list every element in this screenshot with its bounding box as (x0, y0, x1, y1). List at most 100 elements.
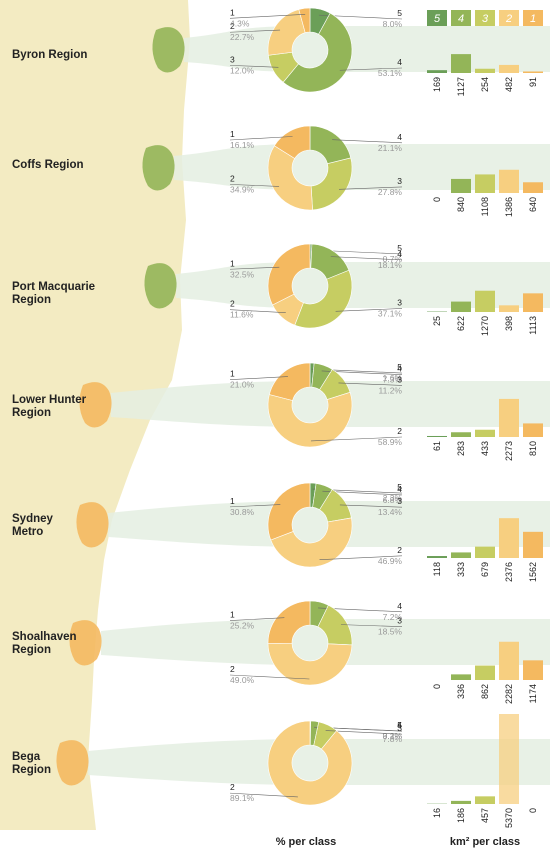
bar-class-4 (451, 800, 471, 804)
bar-value-label: 622 (456, 316, 466, 331)
slice-percent-label: 6.8% (383, 495, 403, 505)
bar-class-2 (499, 398, 519, 437)
slice-class-label: 4 (397, 57, 402, 67)
slice-percent-label: 4.3% (230, 18, 250, 28)
region-map-patch (144, 263, 177, 309)
bar-value-label: 0 (528, 808, 538, 813)
bar-value-label: 1127 (456, 77, 466, 96)
bar-value-label: 810 (528, 441, 538, 456)
leader-line (338, 382, 403, 386)
legend-swatch-class-2 (499, 10, 519, 26)
leader-line (229, 504, 281, 508)
slice-class-label: 1 (230, 258, 235, 268)
bar-value-label: 118 (432, 562, 442, 576)
donut-slice-class-1 (267, 482, 311, 541)
region-map-patch (152, 27, 185, 73)
bar-class-4 (451, 432, 471, 437)
bar-value-label: 186 (456, 808, 466, 823)
bar-value-label: 1108 (480, 197, 490, 216)
bar-class-3 (475, 796, 495, 804)
slice-percent-label: 49.0% (230, 675, 255, 685)
bar-value-label: 283 (456, 441, 466, 456)
slice-class-label: 5 (397, 362, 402, 372)
bar-class-4 (451, 54, 471, 73)
bar-class-4 (451, 552, 471, 558)
bar-class-1 (523, 531, 543, 558)
bar-value-label: 433 (480, 441, 490, 456)
bar-class-1 (523, 293, 543, 312)
donut-slice-class-1 (273, 125, 311, 159)
leader-line (229, 136, 293, 141)
bar-class-3 (475, 429, 495, 437)
region-name: Shoalhaven (12, 631, 77, 643)
bar-value-label: 336 (456, 684, 466, 699)
slice-class-label: 4 (397, 720, 402, 730)
slice-class-label: 5 (397, 482, 402, 492)
region-row: Byron Region58.0%453.1%312.0%222.7%14.3%… (12, 7, 543, 96)
slice-class-label: 4 (397, 132, 402, 142)
slice-percent-label: 16.1% (230, 140, 255, 150)
leader-line (319, 555, 403, 561)
leader-line (339, 504, 403, 508)
slice-percent-label: 0.7% (383, 254, 403, 264)
region-name: Bega (12, 751, 41, 763)
bar-value-label: 1386 (504, 197, 514, 217)
slice-class-label: 3 (397, 616, 402, 626)
slice-percent-label: 58.9% (378, 437, 403, 447)
slice-percent-label: 21.0% (230, 380, 255, 390)
donut-slice-class-1 (268, 362, 311, 401)
bar-value-label: 16 (432, 808, 442, 818)
slice-class-label: 3 (397, 723, 402, 733)
bar-value-label: 398 (504, 316, 514, 331)
bar-class-2 (499, 64, 519, 73)
slice-class-label: 4 (397, 484, 402, 494)
region-map-patch (69, 620, 102, 666)
bar-class-2 (499, 518, 519, 558)
region-rows: Byron Region58.0%453.1%312.0%222.7%14.3%… (12, 7, 543, 828)
connector-bands (88, 26, 550, 785)
leader-line (229, 65, 279, 68)
leader-line (332, 139, 403, 144)
slice-percent-label: 0.2% (383, 731, 403, 741)
region-name: Region (12, 764, 51, 776)
slice-class-label: 2 (230, 21, 235, 31)
bar-class-1 (523, 423, 543, 437)
slice-percent-label: 7.8% (383, 734, 403, 744)
leader-line (229, 266, 280, 270)
slice-percent-label: 8.0% (383, 19, 403, 29)
donut-slice-class-1 (267, 600, 311, 644)
bar-value-label: 640 (528, 197, 538, 212)
bar-value-label: 1113 (528, 316, 538, 335)
slice-percent-label: 18.1% (378, 260, 403, 270)
slice-percent-label: 2.3% (383, 493, 403, 503)
bar-value-label: 2273 (504, 441, 514, 461)
slice-class-label: 3 (397, 176, 402, 186)
slice-class-label: 2 (230, 782, 235, 792)
slice-class-label: 5 (397, 243, 402, 253)
slice-class-label: 2 (397, 545, 402, 555)
bar-axis-caption: km² per class (450, 836, 520, 848)
slice-class-label: 5 (397, 720, 402, 730)
donut-slice-class-3 (310, 157, 353, 211)
leader-line (229, 309, 286, 313)
region-name: Port Macquarie (12, 281, 95, 293)
region-name: Region (12, 407, 51, 419)
slice-percent-label: 12.0% (230, 65, 255, 75)
slice-percent-label: 21.1% (378, 143, 403, 153)
bar-class-3 (475, 290, 495, 312)
leader-line (229, 617, 285, 621)
region-name: Byron Region (12, 49, 87, 61)
slice-class-label: 1 (230, 369, 235, 379)
legend-label-class-5: 5 (434, 13, 441, 25)
bar-class-2 (499, 169, 519, 193)
slice-class-label: 2 (397, 426, 402, 436)
bar-class-4 (451, 301, 471, 312)
bar-value-label: 0 (432, 197, 442, 202)
region-name: Lower Hunter (12, 394, 87, 406)
connector-band (174, 144, 550, 190)
leader-line (330, 256, 403, 261)
slice-class-label: 4 (397, 601, 402, 611)
